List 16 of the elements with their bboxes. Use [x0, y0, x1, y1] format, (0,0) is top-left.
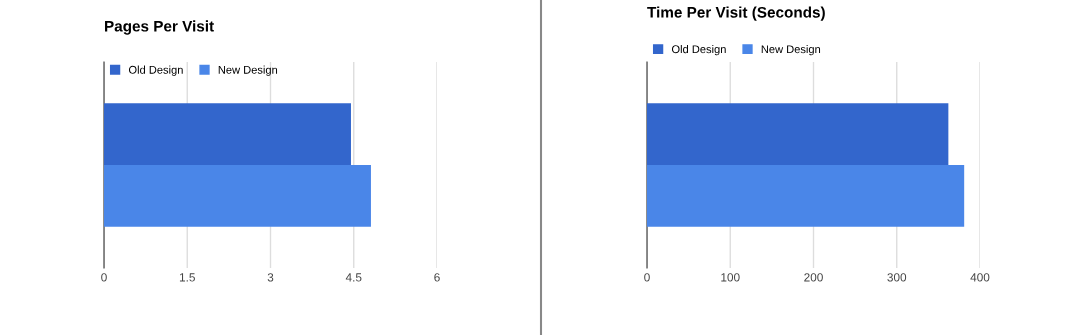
x-tick-label: 100 — [721, 273, 740, 282]
legend-label: Old Design — [671, 44, 726, 56]
x-tick-label: 300 — [887, 273, 907, 282]
chart-title: Time Per Visit (Seconds) — [647, 6, 825, 21]
x-tick-label: 0 — [644, 273, 650, 282]
x-tick-label: 4.5 — [345, 273, 362, 282]
x-tick-label: 3 — [267, 273, 274, 282]
x-tick-label: 0 — [101, 273, 107, 282]
chart-title: Pages Per Visit — [105, 20, 214, 35]
legend-label: New Design — [761, 44, 821, 56]
x-tick-label: 200 — [804, 273, 823, 282]
legend-label: Old Design — [128, 65, 183, 76]
x-tick-label: 6 — [434, 273, 440, 282]
legend-label: New Design — [218, 65, 278, 76]
x-tick-label: 1.5 — [179, 273, 195, 282]
x-tick-label: 400 — [970, 273, 990, 282]
